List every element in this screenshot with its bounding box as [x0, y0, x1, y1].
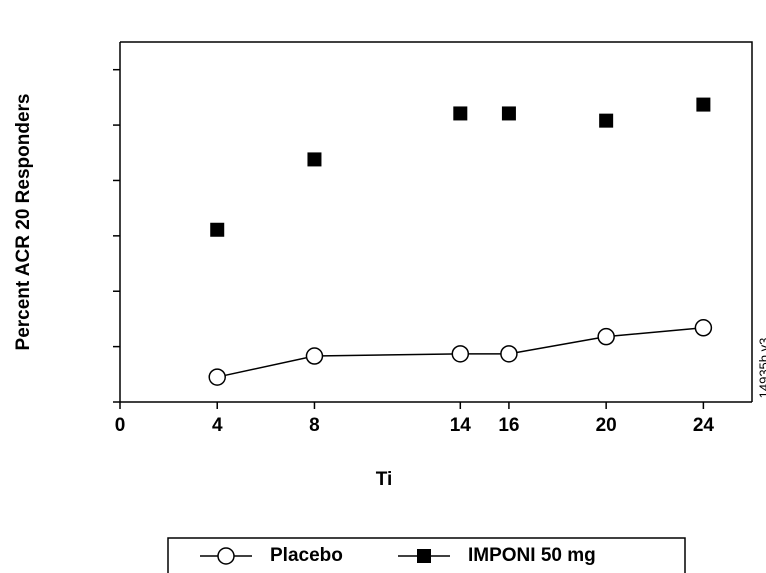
- data-point: [453, 106, 468, 121]
- data-point: [597, 327, 615, 346]
- data-point: [305, 347, 324, 365]
- x-tick-label: 16: [498, 415, 519, 436]
- data-point: [451, 345, 470, 363]
- data-point: [696, 97, 711, 112]
- legend-label: IMPONI 50 mg: [468, 545, 596, 566]
- x-tick-label: 24: [693, 415, 715, 436]
- x-tick-label: 4: [212, 415, 223, 436]
- data-point: [599, 113, 614, 128]
- data-point: [210, 222, 225, 237]
- x-tick-label: 0: [115, 415, 126, 436]
- legend-box: [167, 537, 686, 573]
- series-line: [217, 327, 704, 378]
- plot-frame: [119, 41, 753, 403]
- legend-label: Placebo: [270, 545, 343, 566]
- legend-marker: [217, 547, 235, 565]
- data-point: [500, 345, 518, 363]
- data-point: [501, 106, 516, 121]
- x-tick-label: 14: [450, 415, 472, 436]
- data-point: [307, 152, 322, 167]
- data-point: [208, 368, 226, 386]
- data-point: [694, 319, 713, 337]
- y-axis-label: Percent ACR 20 Responders: [13, 94, 34, 351]
- x-axis-label: Ti: [376, 469, 393, 490]
- annotation: 14935b.v3: [756, 338, 766, 399]
- x-tick-label: 8: [309, 415, 320, 436]
- x-tick-label: 20: [596, 415, 617, 436]
- legend-marker: [417, 549, 431, 563]
